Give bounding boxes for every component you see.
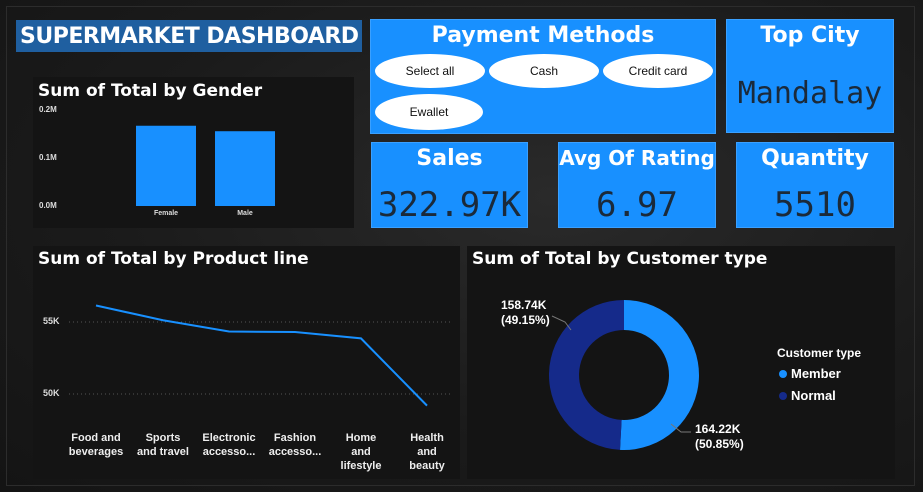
gender-y-tick-label: 0.1M: [39, 153, 57, 162]
donut-slice-normal: [549, 300, 624, 450]
product-chart-svg: [69, 304, 453, 407]
gender-bar-female: [136, 125, 196, 206]
product-y-tick-label: 50K: [43, 388, 60, 398]
normal-data-label: 158.74K (49.15%): [501, 298, 550, 328]
avg-rating-card: Avg Of Rating 6.97: [558, 142, 716, 228]
member-leader-line: [670, 423, 691, 433]
member-data-label: 164.22K (50.85%): [695, 422, 744, 452]
quantity-card: Quantity 5510: [736, 142, 894, 228]
dashboard-title: SUPERMARKET DASHBOARD: [20, 23, 359, 49]
gender-y-tick-label: 0.2M: [39, 105, 57, 114]
payment-methods-title: Payment Methods: [431, 23, 655, 48]
avg-rating-title: Avg Of Rating: [559, 146, 715, 170]
gender-chart-panel: Sum of Total by Gender 0.0M 0.1M 0.2M Femal…: [33, 77, 354, 228]
avg-rating-value: 6.97: [596, 185, 678, 225]
legend-label-normal: Normal: [791, 388, 836, 403]
sales-title: Sales: [416, 146, 483, 171]
customer-type-panel: Sum of Total by Customer type 158.74K (4…: [467, 246, 895, 479]
product-line-title: Sum of Total by Product line: [38, 249, 309, 269]
product-x-tick-label: Electronic accesso...: [202, 432, 256, 458]
normal-percent-label: (49.15%): [501, 313, 550, 327]
top-city-card: Top City Mandalay: [726, 19, 894, 133]
payment-option-select-all[interactable]: Select all: [375, 54, 485, 88]
legend-item-normal[interactable]: Normal: [779, 388, 836, 403]
normal-value-label: 158.74K: [501, 298, 547, 312]
gender-chart-title: Sum of Total by Gender: [38, 81, 263, 101]
customer-type-title: Sum of Total by Customer type: [472, 249, 768, 269]
quantity-title: Quantity: [761, 146, 869, 171]
legend-title: Customer type: [777, 346, 862, 360]
product-x-tick-label: Sports and travel: [137, 432, 189, 458]
gender-x-tick-label: Female: [153, 210, 179, 217]
donut-chart-svg: [549, 300, 700, 450]
sales-card: Sales 322.97K: [371, 142, 528, 228]
product-x-tick-label: Food and beverages: [68, 432, 124, 458]
quantity-value: 5510: [774, 185, 856, 225]
product-line-series: [95, 304, 428, 407]
donut-slice-member: [620, 300, 700, 450]
normal-leader-line: [551, 315, 572, 331]
member-percent-label: (50.85%): [695, 437, 744, 451]
gender-y-tick-label: 0.0M: [39, 201, 57, 210]
product-x-tick-label: Health and beauty: [409, 432, 445, 472]
product-y-tick-label: 55K: [43, 316, 60, 326]
sales-value: 322.97K: [377, 185, 522, 225]
top-city-title: Top City: [760, 23, 860, 48]
gender-x-tick-label: Male: [237, 210, 253, 217]
payment-option-credit-card[interactable]: Credit card: [603, 54, 713, 88]
gender-chart-svg: [136, 125, 275, 206]
payment-methods-slicer: Payment Methods Select all Cash Credit c…: [370, 19, 716, 134]
dashboard-title-box: SUPERMARKET DASHBOARD: [16, 20, 362, 52]
gender-bar-male: [215, 131, 275, 206]
legend-item-member[interactable]: Member: [779, 366, 841, 381]
payment-option-cash[interactable]: Cash: [489, 54, 599, 88]
top-city-value: Mandalay: [737, 76, 883, 111]
product-x-tick-label: Home and lifestyle: [340, 432, 382, 472]
dashboard-frame: [6, 6, 915, 486]
payment-option-ewallet[interactable]: Ewallet: [375, 94, 483, 130]
normal-legend-dot: [779, 391, 787, 400]
member-value-label: 164.22K: [695, 422, 741, 436]
product-x-tick-label: Fashion accesso...: [268, 432, 322, 458]
legend-label-member: Member: [791, 366, 841, 381]
product-line-panel: Sum of Total by Product line 50K 55K Food …: [33, 246, 460, 479]
member-legend-dot: [779, 369, 787, 378]
